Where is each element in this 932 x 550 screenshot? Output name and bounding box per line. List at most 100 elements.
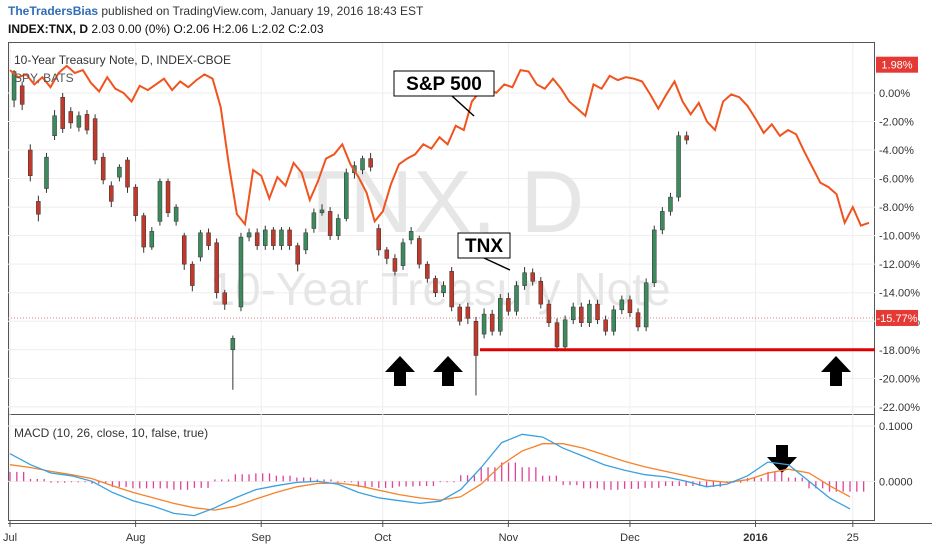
candle-down [489, 313, 495, 332]
candle-up [400, 242, 406, 266]
candle-down [465, 306, 471, 319]
y-tick-label: -10.00% [879, 231, 920, 243]
candle-up [570, 306, 576, 321]
candle-down [165, 181, 171, 214]
y-tick-label: -12.00% [879, 259, 920, 271]
candle-up [319, 209, 325, 214]
candle-up [238, 236, 244, 308]
y-tick-label: -4.00% [879, 145, 914, 157]
candle-down [100, 156, 106, 181]
candle-down [133, 186, 138, 216]
y-tick-label: -20.00% [879, 373, 920, 385]
candle-up [11, 71, 17, 101]
candle-up [660, 211, 665, 231]
y-tick-label: -18.00% [879, 345, 920, 357]
watermark-name: 10-Year Treasury Note [209, 263, 670, 315]
candle-down [538, 281, 544, 305]
candle-down [627, 299, 633, 313]
candle-up [441, 285, 446, 293]
tnx-pointer [483, 257, 511, 271]
candle-down [327, 211, 333, 236]
price-axis[interactable]: 0.00% -2.00% -4.00% -6.00% -8.00% -10.00% -12.… [876, 56, 920, 414]
candle-up [173, 206, 179, 222]
tnx-candles [11, 70, 689, 396]
candle-up [360, 158, 365, 171]
callouts: S&P 500 TNX [393, 70, 511, 271]
up-arrow-icon [385, 356, 415, 386]
candle-down [36, 201, 41, 215]
sp500-callout-box [393, 70, 495, 97]
candle-down [295, 245, 300, 265]
candle-down [449, 271, 454, 308]
candle-down [457, 306, 463, 322]
candle-up [303, 232, 309, 251]
macd-tick-label: 0.0000 [879, 476, 913, 488]
candle-up [157, 181, 163, 222]
candle-down [530, 272, 535, 282]
candle-down [368, 158, 373, 168]
arrows [385, 356, 851, 473]
x-tick-label: 2016 [743, 532, 767, 544]
candle-down [579, 306, 584, 323]
last-value-label: -15.77% [877, 313, 918, 325]
legend: 10-Year Treasury Note, D, INDEX-CBOE SPY… [14, 53, 231, 440]
macd-signal-line [9, 443, 851, 511]
symbol-line: INDEX:TNX, D 2.03 0.00 (0%) O:2.06 H:2.0… [8, 22, 324, 36]
candle-up [514, 285, 519, 312]
last-value-badge [876, 56, 918, 73]
candle-up [263, 229, 268, 246]
watermark-symbol: TNX, D [296, 152, 584, 251]
candle-down [376, 228, 381, 251]
y-tick-label: 0.00% [879, 88, 910, 100]
candle-up [230, 338, 236, 351]
candle-down [222, 292, 227, 305]
author-link[interactable]: TheTradersBias [8, 4, 99, 18]
macd-line [9, 433, 851, 517]
candle-up [246, 232, 252, 238]
chart-frame [8, 42, 932, 524]
candle-down [254, 232, 260, 246]
last-value-label: 1.98% [881, 60, 912, 72]
candle-down [425, 263, 430, 279]
grid [8, 43, 875, 520]
down-arrow-icon [767, 445, 797, 473]
candle-up [344, 172, 349, 219]
published-line: TheTradersBias published on TradingView.… [8, 4, 423, 18]
chart-header: TheTradersBias published on TradingView.… [0, 0, 932, 42]
x-tick-label: Oct [374, 532, 391, 544]
x-tick-label: Aug [126, 532, 146, 544]
candle-down [595, 303, 600, 321]
candle-down [603, 319, 608, 332]
candle-down [271, 229, 276, 246]
macd-title: MACD (10, 26, close, 10, false, true) [14, 426, 208, 440]
y-tick-label: -2.00% [879, 116, 914, 128]
candle-up [198, 232, 203, 258]
last-value-badge [876, 309, 918, 326]
up-arrow-icon [821, 356, 851, 386]
candle-down [684, 135, 689, 141]
up-arrow-icon [433, 356, 463, 386]
y-tick-label: -8.00% [879, 202, 914, 214]
candle-down [125, 159, 130, 188]
candle-down [28, 149, 33, 176]
x-tick-label: Jul [3, 532, 17, 544]
candle-down [92, 118, 98, 161]
time-axis[interactable]: Jul Aug Sep Oct Nov Dec 2016 25 [3, 521, 859, 544]
candle-up [668, 196, 673, 212]
candle-up [498, 298, 503, 332]
candle-down [384, 249, 390, 259]
y-tick-label: -14.00% [879, 288, 920, 300]
candle-down [546, 303, 552, 323]
symbol-label: INDEX:TNX, D [8, 22, 89, 36]
legend-main: 10-Year Treasury Note, D, INDEX-CBOE [14, 53, 231, 67]
candle-down [473, 321, 479, 356]
candle-up [481, 313, 487, 335]
candle-down [19, 85, 25, 105]
candle-down [392, 258, 398, 272]
watermark: TNX, D 10-Year Treasury Note [209, 152, 670, 315]
x-tick-label: Dec [620, 532, 640, 544]
candle-down [190, 263, 195, 286]
candle-down [416, 238, 422, 265]
candle-up [611, 309, 616, 332]
